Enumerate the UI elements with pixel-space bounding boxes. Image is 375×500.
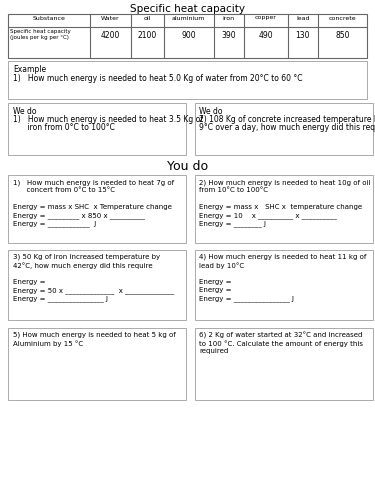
Text: Energy = 10    x __________ x __________: Energy = 10 x __________ x __________ (199, 212, 337, 218)
Text: lead: lead (296, 16, 310, 20)
Text: Substance: Substance (32, 16, 65, 20)
Text: Energy =: Energy = (199, 287, 231, 293)
Text: Energy = mass x   SHC x  temperature change: Energy = mass x SHC x temperature change (199, 204, 362, 210)
Text: Example: Example (13, 65, 46, 74)
Text: 2) 108 Kg of concrete increased temperature by: 2) 108 Kg of concrete increased temperat… (199, 115, 375, 124)
Text: 2) How much energy is needed to heat 10g of oil: 2) How much energy is needed to heat 10g… (199, 179, 370, 186)
Text: We do: We do (13, 107, 36, 116)
Text: concrete: concrete (329, 16, 356, 20)
Text: Specific heat capacity: Specific heat capacity (130, 4, 245, 14)
Text: (joules per kg per °C): (joules per kg per °C) (10, 35, 69, 40)
Text: concert from 0°C to 15°C: concert from 0°C to 15°C (13, 187, 115, 193)
Text: 5) How much energy is needed to heat 5 kg of: 5) How much energy is needed to heat 5 k… (13, 332, 176, 338)
Bar (8, 250, 186, 320)
Text: Energy = _________ x 850 x __________: Energy = _________ x 850 x __________ (13, 212, 145, 218)
Text: 1)   How much energy is needed to heat 7g of: 1) How much energy is needed to heat 7g … (13, 179, 174, 186)
Text: aluminium: aluminium (172, 16, 205, 20)
Text: 42°C, how much energy did this require: 42°C, how much energy did this require (13, 262, 153, 269)
Bar (195, 175, 373, 243)
Text: 850: 850 (335, 31, 350, 40)
Text: Water: Water (101, 16, 120, 20)
Text: 900: 900 (181, 31, 196, 40)
Text: Energy = ____________  J: Energy = ____________ J (13, 220, 96, 227)
Bar (8, 175, 186, 243)
Text: 4200: 4200 (100, 31, 120, 40)
Text: You do: You do (167, 160, 208, 173)
Text: 390: 390 (222, 31, 236, 40)
Text: 3) 50 Kg of Iron increased temperature by: 3) 50 Kg of Iron increased temperature b… (13, 254, 160, 260)
Text: Energy = ________________ J: Energy = ________________ J (199, 295, 294, 302)
Text: Energy = ________ J: Energy = ________ J (199, 220, 266, 227)
Text: Energy =: Energy = (199, 278, 231, 284)
Text: 130: 130 (296, 31, 310, 40)
Text: copper: copper (255, 16, 277, 20)
Bar (195, 328, 373, 400)
Text: 2100: 2100 (138, 31, 157, 40)
Text: Energy = 50 x ______________  x ______________: Energy = 50 x ______________ x _________… (13, 287, 174, 294)
Text: 9°C over a day, how much energy did this require: 9°C over a day, how much energy did this… (199, 123, 375, 132)
Bar (195, 103, 373, 155)
Text: 6) 2 Kg of water started at 32°C and increased: 6) 2 Kg of water started at 32°C and inc… (199, 332, 362, 339)
Text: 1)   How much energy is needed to heat 3.5 Kg of: 1) How much energy is needed to heat 3.5… (13, 115, 203, 124)
Text: Energy = ________________ J: Energy = ________________ J (13, 295, 108, 302)
Bar (195, 250, 373, 320)
Bar (8, 103, 186, 155)
Text: iron from 0°C to 100°C: iron from 0°C to 100°C (13, 123, 115, 132)
Text: We do: We do (199, 107, 222, 116)
Text: Aluminium by 15 °C: Aluminium by 15 °C (13, 340, 83, 347)
Bar (8, 14, 367, 58)
Text: lead by 10°C: lead by 10°C (199, 262, 244, 269)
Bar (8, 328, 186, 400)
Text: oil: oil (144, 16, 151, 20)
Text: 4) How much energy is needed to heat 11 kg of: 4) How much energy is needed to heat 11 … (199, 254, 366, 260)
Text: 1)   How much energy is needed to heat 5.0 Kg of water from 20°C to 60 °C: 1) How much energy is needed to heat 5.0… (13, 74, 303, 83)
Text: Specific heat capacity: Specific heat capacity (10, 28, 71, 34)
Text: to 100 °C. Calculate the amount of energy this: to 100 °C. Calculate the amount of energ… (199, 340, 363, 347)
Text: Energy =: Energy = (13, 278, 45, 284)
Text: iron: iron (223, 16, 235, 20)
Text: 490: 490 (258, 31, 273, 40)
Bar (8, 61, 367, 99)
Text: required: required (199, 348, 228, 354)
Text: from 10°C to 100°C: from 10°C to 100°C (199, 187, 268, 193)
Text: Energy = mass x SHC  x Temperature change: Energy = mass x SHC x Temperature change (13, 204, 172, 210)
